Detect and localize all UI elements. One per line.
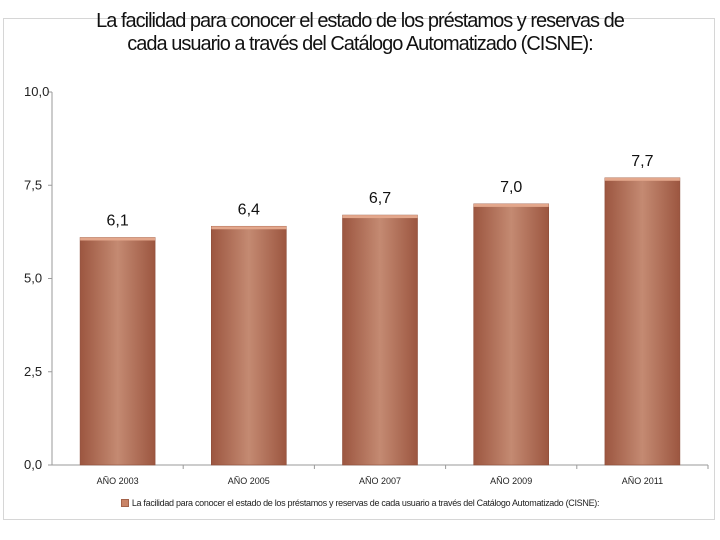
bar-top-edge xyxy=(604,177,680,181)
data-label: 6,1 xyxy=(106,212,128,229)
bar-top-edge xyxy=(342,215,418,219)
data-label: 7,0 xyxy=(500,179,522,196)
bar-top-edge xyxy=(473,203,549,207)
bar-top-edge xyxy=(80,237,156,241)
y-tick-label: 10,0 xyxy=(24,84,49,99)
legend-label: La facilidad para conocer el estado de l… xyxy=(131,498,600,508)
x-axis: AÑO 2003 AÑO 2005 AÑO 2007 AÑO 2009 AÑO 2011 xyxy=(52,464,709,486)
data-label: 7,7 xyxy=(631,153,653,170)
x-tick-label: AÑO 2003 xyxy=(97,476,139,486)
legend: La facilidad para conocer el estado de l… xyxy=(0,498,720,508)
x-tick-label: AÑO 2011 xyxy=(622,476,663,486)
y-tick-label: 5,0 xyxy=(24,271,42,286)
bar xyxy=(604,177,681,466)
data-label: 6,4 xyxy=(238,201,260,218)
bar xyxy=(79,237,156,466)
x-tick-label: AÑO 2007 xyxy=(359,476,401,486)
bar-top-edge xyxy=(211,226,287,230)
chart-title: La facilidad para conocer el estado de l… xyxy=(0,10,720,56)
x-tick-label: AÑO 2009 xyxy=(490,476,532,486)
legend-swatch xyxy=(120,499,129,507)
bar-series xyxy=(79,177,681,466)
data-labels: 6,1 6,4 6,7 7,0 7,7 xyxy=(106,153,653,230)
data-label: 6,7 xyxy=(369,190,391,207)
chart-title-line-2: cada usuario a través del Catálogo Autom… xyxy=(127,33,593,55)
y-tick-label: 7,5 xyxy=(24,177,42,192)
x-tick-label: AÑO 2005 xyxy=(228,476,270,486)
y-tick-label: 0,0 xyxy=(24,457,42,472)
bar xyxy=(473,203,550,466)
y-axis: 0,0 2,5 5,0 7,5 10,0 xyxy=(24,84,53,472)
bar xyxy=(342,214,418,466)
y-tick-label: 2,5 xyxy=(24,364,42,379)
chart-title-line-1: La facilidad para conocer el estado de l… xyxy=(96,10,625,32)
bar xyxy=(211,225,287,466)
